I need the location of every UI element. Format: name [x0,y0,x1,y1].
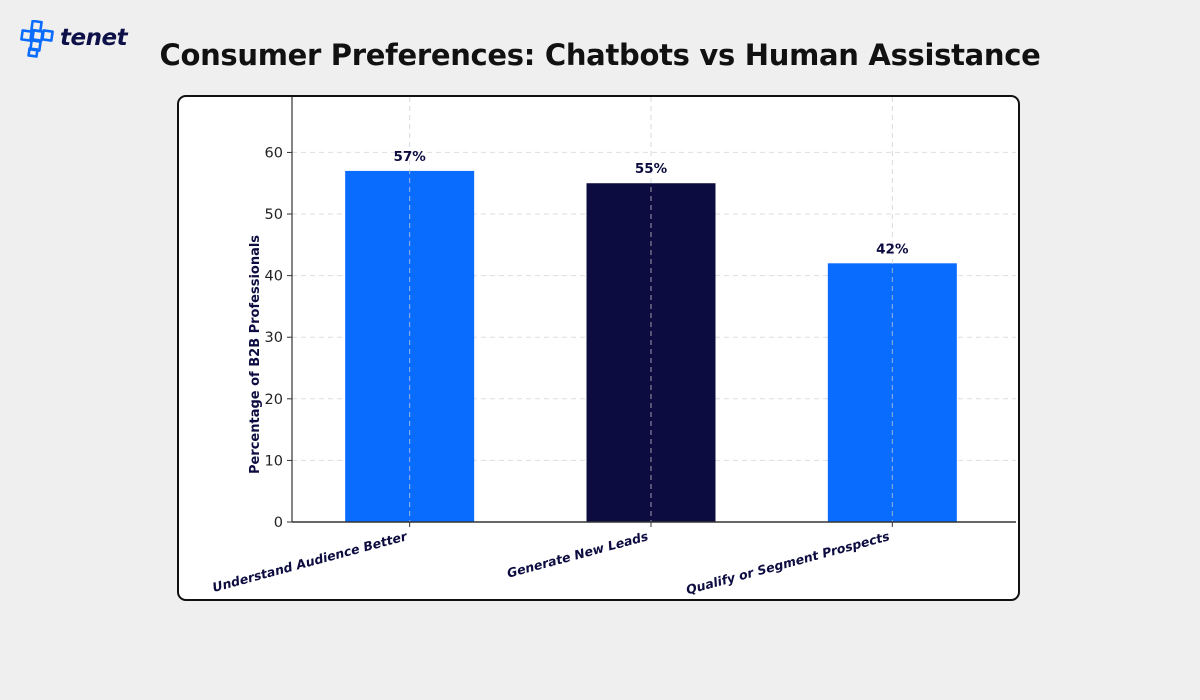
vgrid-layer [409,97,893,522]
bar-data-label: 57% [394,149,427,165]
bar [345,170,475,523]
x-tick-label: Generate New Leads [505,528,650,580]
y-tick-label: 10 [265,453,283,469]
x-tick-label: Understand Audience Better [211,528,410,595]
chart-card: 0 10 20 30 40 50 60 57% 55% 42% Understand Audienc… [177,95,1020,601]
x-tick-label: Qualify or Segment Prospects [684,528,891,597]
brand-name: tenet [60,25,128,51]
tenet-logo-icon [20,20,54,58]
bar-chart: 0 10 20 30 40 50 60 57% 55% 42% Understand Audienc… [211,97,1016,597]
y-tick-label: 60 [265,145,283,161]
y-tick-label: 40 [265,269,283,285]
axis-layer [287,97,1016,527]
bar-data-label: 55% [635,161,668,177]
page-title: Consumer Preferences: Chatbots vs Human … [159,38,1041,72]
y-axis-title: Percentage of B2B Professionals [248,235,263,474]
y-tick-label: 0 [274,515,283,531]
y-tick-label: 20 [265,392,283,408]
y-tick-label: 50 [265,207,283,223]
bar [827,263,957,522]
bar-data-label: 42% [876,241,909,257]
y-tick-label: 30 [265,330,283,346]
label-layer: 0 10 20 30 40 50 60 57% 55% 42% Understand Audienc… [211,145,909,597]
brand-logo: tenet [20,20,128,58]
